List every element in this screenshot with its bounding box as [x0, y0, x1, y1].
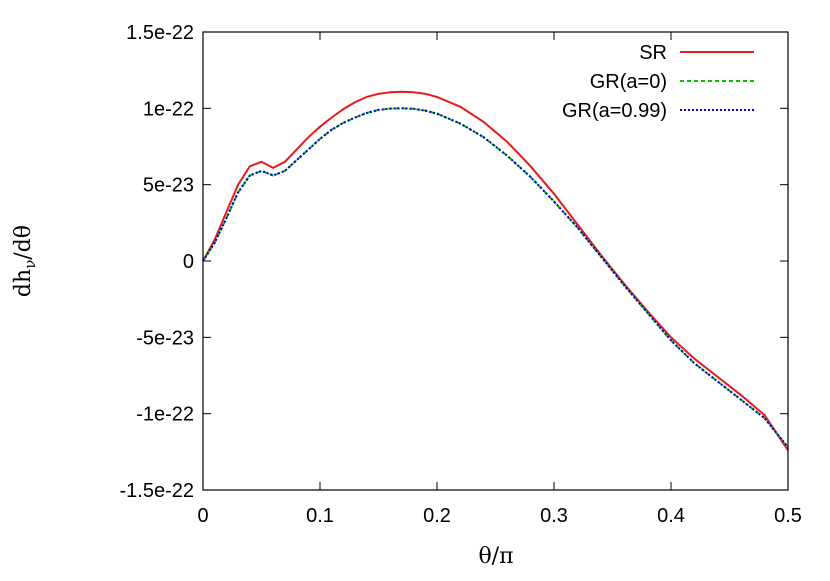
y-axis-label-main: dh: [11, 269, 36, 297]
x-tick-label-1: 0.1: [306, 505, 334, 527]
y-axis-label: dhν/dθ: [11, 225, 39, 297]
legend-label-0: SR: [639, 42, 667, 64]
x-tick-label-0: 0: [197, 505, 208, 527]
y-tick-label-3: 0: [183, 251, 194, 273]
legend-label-1: GR(a=0): [590, 71, 667, 93]
y-tick-labels: -1.5e-22 -1e-22 -5e-23 0 5e-23 1e-22 1.5e-22: [120, 22, 195, 502]
y-tick-label-5: 1e-22: [143, 98, 194, 120]
y-axis-label-tail: /dθ: [11, 225, 36, 260]
legend-label-2: GR(a=0.99): [562, 100, 667, 122]
y-tick-label-6: 1.5e-22: [126, 22, 194, 44]
y-tick-label-4: 5e-23: [143, 175, 194, 197]
series-line-2: [202, 107, 789, 448]
legend: SR GR(a=0) GR(a=0.99): [562, 42, 754, 122]
x-tick-labels: 0 0.1 0.2 0.3 0.4 0.5: [197, 505, 801, 527]
y-tick-label-1: -1e-22: [136, 404, 194, 426]
series-line-0: [202, 90, 789, 451]
series-lines: [202, 90, 789, 451]
x-tick-label-3: 0.3: [540, 505, 568, 527]
series-line-1: [202, 107, 789, 448]
plot-frame: [202, 31, 789, 491]
x-tick-label-4: 0.4: [657, 505, 685, 527]
y-tick-label-2: -5e-23: [136, 327, 194, 349]
axis-ticks: [202, 31, 789, 491]
x-tick-label-2: 0.2: [423, 505, 451, 527]
x-tick-label-5: 0.5: [774, 505, 802, 527]
x-axis-label: θ/π: [478, 544, 513, 569]
y-axis-label-subscript: ν: [21, 260, 39, 269]
y-tick-label-0: -1.5e-22: [120, 480, 195, 502]
